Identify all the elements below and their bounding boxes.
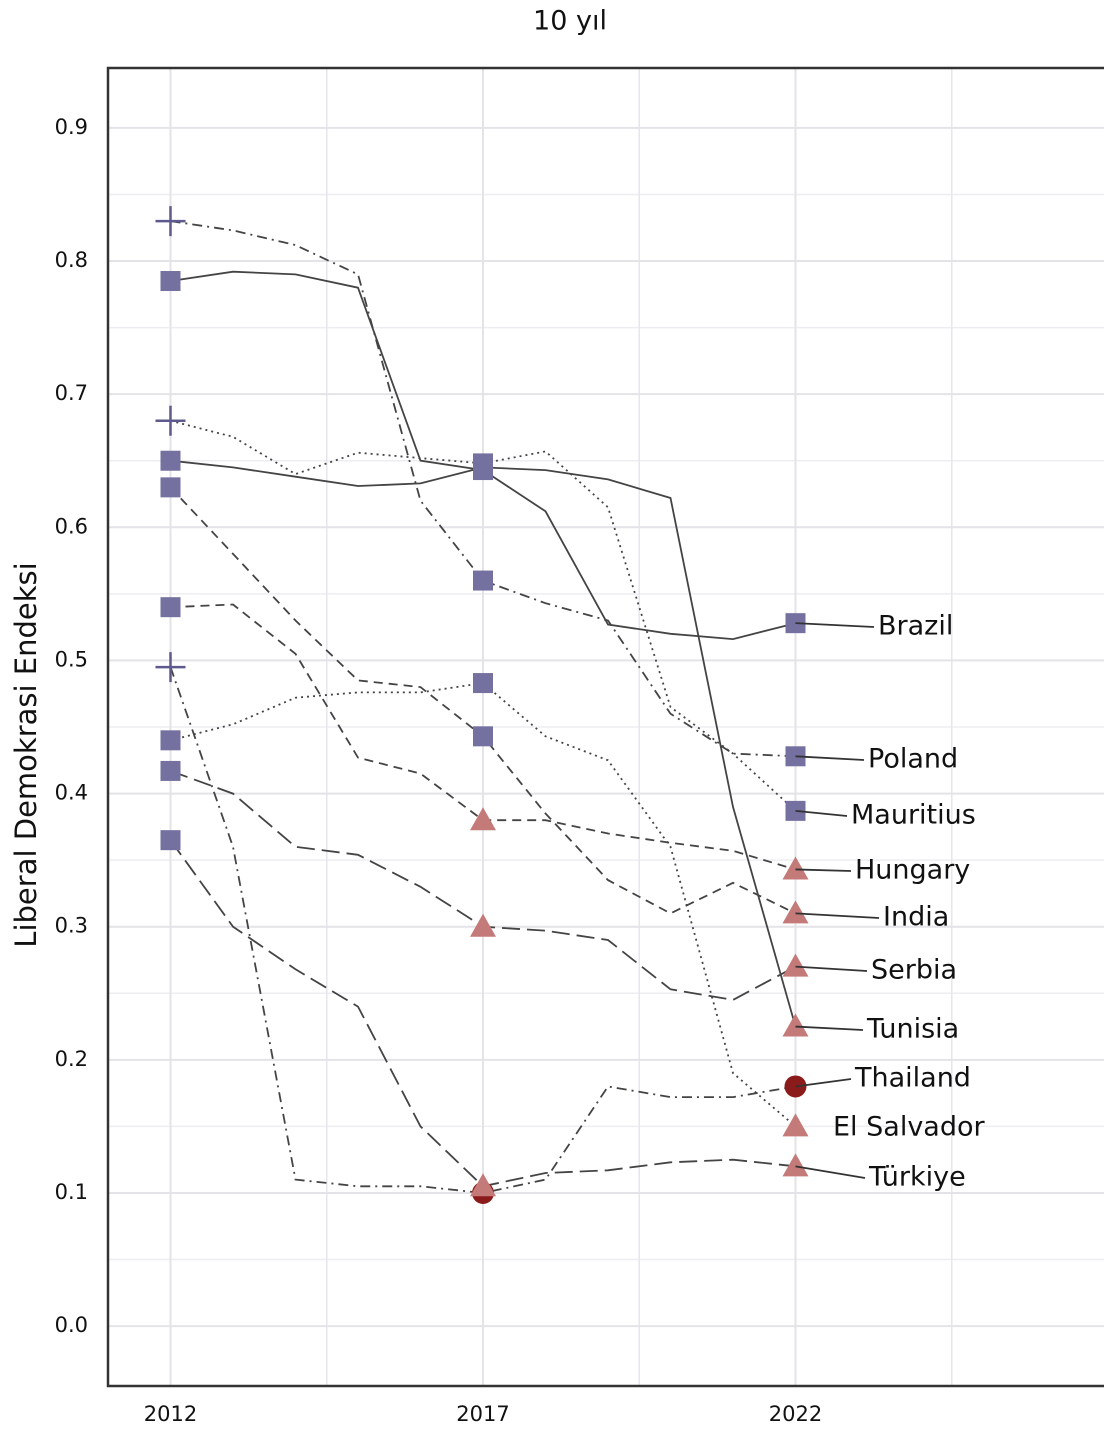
series-label: El Salvador (833, 1112, 986, 1143)
marker-square (160, 477, 181, 498)
series-line (169, 666, 796, 1194)
x-tick-label: 2012 (144, 1402, 197, 1426)
series-line (170, 682, 797, 1128)
x-tick-label: 2022 (769, 1402, 822, 1426)
marker-triangle (782, 1013, 809, 1037)
plot-frame (106, 66, 1104, 1388)
marker-triangle (782, 1113, 809, 1137)
leader-line (795, 965, 868, 972)
y-tick-label: 0.4 (55, 781, 88, 805)
y-tick-label: 0.6 (55, 514, 88, 538)
y-tick-label: 0.3 (55, 914, 88, 938)
series-label: Türkiye (868, 1162, 966, 1193)
leader-line (795, 755, 865, 761)
leader-line (795, 622, 875, 628)
x-tick-label: 2017 (456, 1402, 509, 1426)
marker-triangle (470, 807, 496, 831)
series-label: Tunisia (866, 1014, 959, 1045)
marker-triangle (782, 953, 809, 977)
marker-square (160, 730, 181, 751)
marker-square (473, 457, 493, 478)
y-tick-label: 0.0 (55, 1313, 88, 1337)
marker-triangle (782, 1153, 809, 1177)
y-tick-label: 0.2 (55, 1047, 88, 1071)
series-label: Brazil (878, 611, 953, 642)
leader-line (795, 1025, 864, 1031)
leader-line (795, 1165, 866, 1179)
series-label: Hungary (855, 855, 970, 886)
marker-square (473, 570, 493, 591)
y-tick-label: 0.9 (55, 115, 88, 139)
series-label: Serbia (871, 955, 957, 986)
series-label: Poland (868, 744, 958, 775)
marker-square (473, 673, 493, 694)
leader-line (795, 868, 852, 872)
marker-square (473, 726, 493, 747)
leader-line (795, 912, 880, 919)
marker-plus (155, 652, 186, 683)
leader-line (795, 1078, 852, 1088)
marker-triangle (470, 913, 496, 937)
y-tick-label: 0.1 (55, 1180, 88, 1204)
y-tick-label: 0.8 (55, 248, 88, 272)
marker-square (160, 830, 181, 851)
y-tick-label: 0.5 (55, 647, 88, 671)
marker-triangle (470, 1173, 496, 1197)
leader-line (795, 809, 848, 817)
y-tick-label: 0.7 (55, 381, 88, 405)
y-axis-label: Liberal Demokrasi Endeksi (9, 562, 43, 947)
series-label: Mauritius (851, 800, 976, 831)
marker-square (160, 450, 181, 471)
marker-square (160, 597, 181, 618)
marker-plus (155, 206, 186, 237)
series-label: Thailand (854, 1063, 971, 1094)
marker-plus (155, 405, 186, 436)
marker-square (160, 760, 181, 781)
series-label: India (883, 902, 949, 933)
marker-square (160, 271, 181, 292)
chart-title: 10 yıl (533, 6, 607, 37)
marker-triangle (782, 856, 809, 880)
marker-triangle (782, 900, 809, 924)
